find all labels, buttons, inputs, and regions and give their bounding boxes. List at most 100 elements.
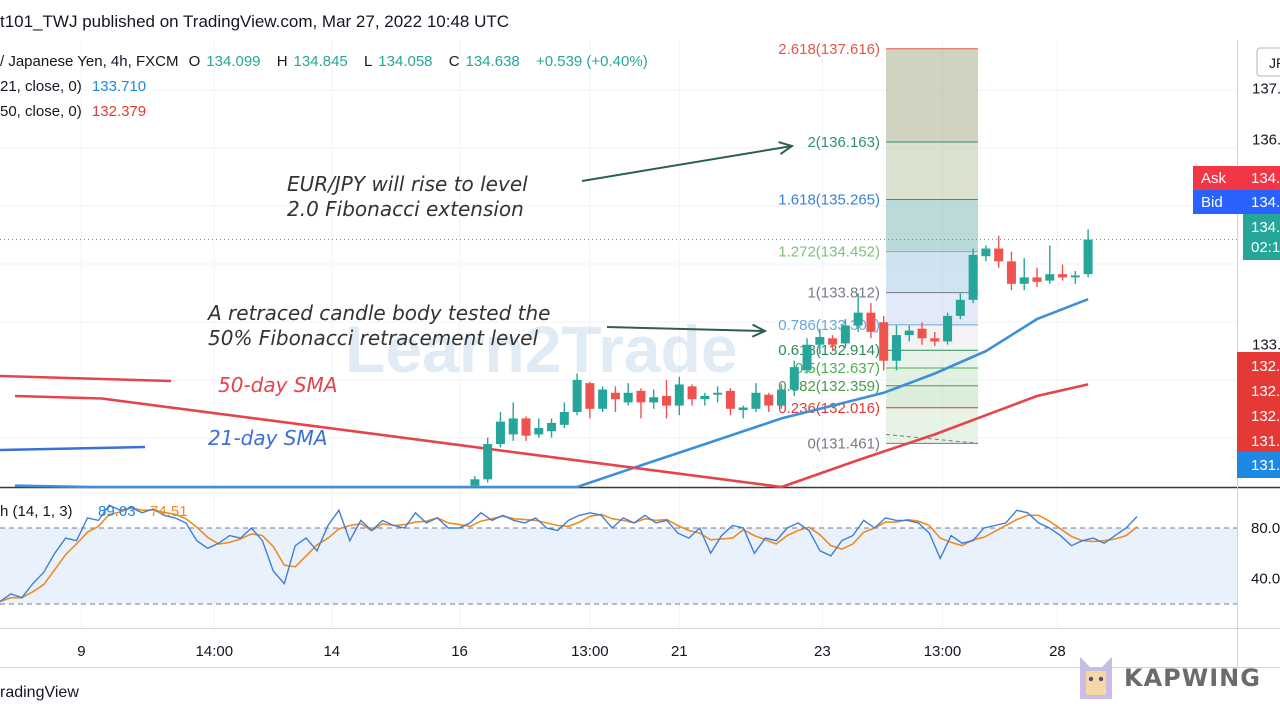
candle-body <box>534 428 544 435</box>
candle-body <box>495 421 505 445</box>
candle-body <box>508 418 518 435</box>
sma21-label: 21-day SMA <box>208 426 327 450</box>
fib-level-label: 0.618(132.914) <box>778 342 880 359</box>
ma50-legend[interactable]: 50, close, 0) 132.379 <box>0 101 152 123</box>
candle-body <box>713 392 723 395</box>
open-value: 134.099 <box>206 53 261 70</box>
candle-body <box>904 330 914 336</box>
candle-body <box>828 338 838 345</box>
close-label: C <box>448 53 460 70</box>
candle-body <box>917 328 927 339</box>
ask-chip-label-text: Ask <box>1201 170 1227 187</box>
time-axis-label: 21 <box>671 643 688 660</box>
ohlc-low: L 134.058 <box>364 53 439 70</box>
countdown-timer-text: 02:1 <box>1251 239 1280 256</box>
stoch-axis-tick: 40.0 <box>1251 571 1280 588</box>
candle-body <box>610 392 620 400</box>
fib-zone <box>886 324 978 351</box>
candle-body <box>547 422 557 432</box>
fib-zone <box>886 385 978 408</box>
stochastic-pane[interactable]: h (14, 1, 3) 89.03 74.51 <box>0 503 1237 605</box>
candle-body <box>866 312 876 332</box>
candle-body <box>1019 277 1029 284</box>
candle-body <box>853 312 863 326</box>
time-axis-label: 23 <box>814 643 831 660</box>
close-value: 134.638 <box>465 53 520 70</box>
stoch-k-value: 89.03 <box>98 503 136 520</box>
high-value: 134.845 <box>293 53 348 70</box>
fib-level-label: 1.272(134.452) <box>778 244 880 261</box>
candle-body <box>572 379 582 413</box>
candlestick-series[interactable] <box>0 229 1237 487</box>
ma50-label: 50, close, 0) <box>0 103 82 120</box>
last-price-chip-text: 134. <box>1251 219 1280 236</box>
fib-zone <box>886 407 978 444</box>
price-axis-tick: 133. <box>1252 337 1280 354</box>
low-label: L <box>363 53 373 70</box>
ma50-chip-value: 132. <box>1251 408 1280 425</box>
symbol-legend[interactable]: / Japanese Yen, 4h, FXCM O 134.099 H 134.8… <box>0 51 654 73</box>
tradingview-logo[interactable]: radingView <box>0 684 79 702</box>
ma50-chip-block <box>1237 352 1280 452</box>
ask-chip-label-bg <box>1193 166 1243 190</box>
stoch-legend: h (14, 1, 3) <box>0 503 73 520</box>
fibonacci-tool[interactable]: 2.618(137.616) 2(136.163) 1.618(135.265) 1.… <box>778 41 979 453</box>
time-axis-label: 28 <box>1049 643 1066 660</box>
candle-body <box>1083 239 1093 275</box>
fib-extension-arrow-head <box>778 141 795 155</box>
candle-body <box>700 395 710 400</box>
retrace-note-line2: 50% Fibonacci retracement level <box>208 326 538 350</box>
candle-body <box>840 325 850 344</box>
retrace-note-line1: A retraced candle body tested the <box>206 301 551 325</box>
stoch-d-value: 74.51 <box>150 503 188 520</box>
ask-chip-value-text: 134. <box>1251 170 1280 187</box>
time-axis[interactable]: 9 14:00 14 16 13:00 21 23 13:00 28 <box>77 643 1066 660</box>
fib-zone <box>886 48 978 142</box>
time-axis-label: 13:00 <box>571 643 609 660</box>
candle-body <box>789 367 799 390</box>
ma21-label: 21, close, 0) <box>0 78 82 95</box>
candle-body <box>1032 277 1042 282</box>
candle-body <box>585 383 595 409</box>
time-axis-label: 16 <box>451 643 468 660</box>
candle-body <box>559 412 569 425</box>
stoch-d-line <box>0 506 1138 603</box>
symbol-badge-text: JP <box>1269 55 1280 71</box>
candle-body <box>994 248 1004 262</box>
candle-body <box>649 397 659 403</box>
fib-zone <box>886 199 978 252</box>
bid-chip-value-bg <box>1243 190 1280 214</box>
fib-level-label: 0.382(132.359) <box>778 378 880 395</box>
candle-body <box>955 299 965 316</box>
stoch-band <box>0 528 1237 604</box>
fib-extension-note-line2: 2.0 Fibonacci extension <box>287 197 524 221</box>
candle-body <box>981 248 991 257</box>
candle-body <box>943 315 953 342</box>
price-axis[interactable]: JP137.136.134.133.Ask134.Bid134.134.02:1… <box>1193 47 1280 588</box>
ma21-chip-value: 131. <box>1251 457 1280 474</box>
kapwing-watermark: KAPWING <box>1076 652 1261 704</box>
ma50-value: 132.379 <box>91 103 147 120</box>
retrace-arrow-head <box>751 323 768 338</box>
candle-body <box>662 395 672 406</box>
ma21-legend[interactable]: 21, close, 0) 133.710 <box>0 76 152 98</box>
candle-body <box>483 444 493 480</box>
stoch-k-line <box>0 504 1138 603</box>
candle-body <box>879 322 889 361</box>
candle-body <box>470 479 480 486</box>
ma21-chip-block <box>1237 452 1280 478</box>
retrace-arrow <box>606 326 766 332</box>
ma21-value: 133.710 <box>91 78 147 95</box>
candle-body <box>891 335 901 361</box>
ma50-chip-value: 132. <box>1251 383 1280 400</box>
ask-chip-value-bg <box>1243 166 1280 190</box>
sma50-line <box>14 383 1089 489</box>
candle-body <box>687 386 697 400</box>
bid-chip-value-text: 134. <box>1251 194 1280 211</box>
bid-chip-label-text: Bid <box>1201 194 1223 211</box>
last-price-chip-bg <box>1243 214 1280 260</box>
fib-zone <box>886 141 978 200</box>
low-value: 134.058 <box>378 53 433 70</box>
fib-level-label: 2.618(137.616) <box>778 41 880 58</box>
